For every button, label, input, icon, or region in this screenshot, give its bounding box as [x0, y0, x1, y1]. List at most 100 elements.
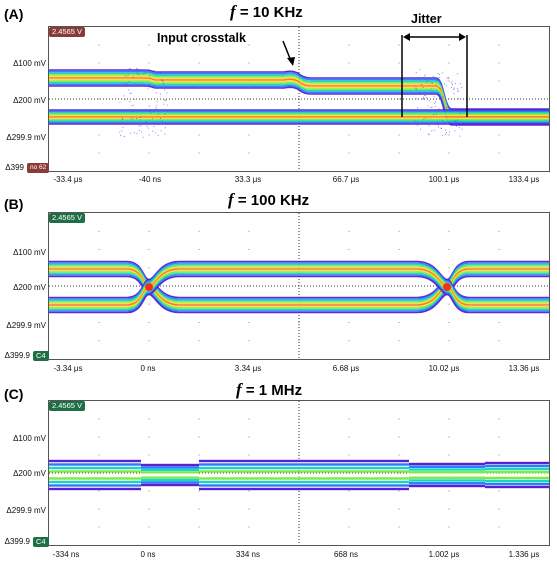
eye-band-stripe — [485, 480, 549, 482]
jitter-sample — [156, 109, 157, 110]
grid-dot — [149, 267, 150, 268]
grid-dot — [499, 63, 500, 64]
grid-dot — [449, 419, 450, 420]
jitter-sample — [439, 77, 440, 78]
arrowhead-left-icon — [403, 33, 410, 41]
jitter-sample — [149, 105, 150, 106]
jitter-sample — [448, 77, 449, 78]
jitter-sample — [455, 123, 456, 124]
panel-title: f = 1 MHz — [236, 380, 302, 400]
frequency-value: = 1 MHz — [246, 382, 302, 399]
jitter-sample — [446, 85, 447, 86]
jitter-sample — [148, 88, 149, 89]
panel-label: (A) — [4, 6, 23, 22]
eye-band-stripe — [409, 468, 485, 470]
jitter-sample — [143, 137, 144, 138]
eye-band-stripe — [485, 477, 549, 479]
jitter-sample — [455, 83, 456, 84]
y-tick-label: Δ399 — [0, 163, 24, 172]
grid-dot — [399, 249, 400, 250]
grid-dot — [399, 419, 400, 420]
grid-dot — [199, 135, 200, 136]
eye-band-stripe — [409, 477, 485, 479]
jitter-sample — [418, 93, 419, 94]
jitter-sample — [139, 130, 140, 131]
jitter-sample — [414, 121, 415, 122]
jitter-sample — [125, 76, 126, 77]
grid-dot — [499, 527, 500, 528]
grid-dot — [149, 509, 150, 510]
jitter-sample — [150, 113, 151, 114]
x-tick-label: 66.7 μs — [333, 175, 359, 184]
jitter-sample — [427, 105, 428, 106]
jitter-sample — [149, 111, 150, 112]
grid-dot — [399, 99, 400, 100]
grid-dot — [199, 455, 200, 456]
jitter-sample — [433, 76, 434, 77]
annotation-jitter: Jitter — [411, 12, 442, 26]
jitter-sample — [122, 127, 123, 128]
grid-dot — [149, 527, 150, 528]
jitter-sample — [165, 133, 166, 134]
grid-dot — [249, 231, 250, 232]
grid-dot — [449, 249, 450, 250]
grid-dot — [349, 419, 350, 420]
jitter-sample — [129, 81, 130, 82]
grid-dot — [99, 419, 100, 420]
grid-dot — [149, 135, 150, 136]
grid-dot — [299, 340, 300, 341]
grid-dot — [449, 267, 450, 268]
x-tick-label: 1.336 μs — [509, 550, 540, 559]
grid-dot — [199, 419, 200, 420]
jitter-sample — [440, 84, 441, 85]
jitter-sample — [129, 101, 130, 102]
grid-dot — [99, 249, 100, 250]
jitter-sample — [427, 80, 428, 81]
y-tick-label: Δ399.9 — [0, 351, 30, 360]
grid-dot — [499, 249, 500, 250]
jitter-sample — [434, 103, 435, 104]
eye-band-stripe — [49, 484, 141, 486]
jitter-sample — [451, 82, 452, 83]
jitter-sample — [125, 124, 126, 125]
jitter-sample — [150, 87, 151, 88]
grid-dot — [99, 231, 100, 232]
grid-dot — [199, 491, 200, 492]
eye-band-stripe — [409, 485, 485, 487]
grid-dot — [99, 340, 100, 341]
jitter-sample — [163, 81, 164, 82]
grid-dot — [399, 455, 400, 456]
grid-dot — [399, 135, 400, 136]
jitter-sample — [155, 107, 156, 108]
grid-dot — [449, 231, 450, 232]
grid-dot — [449, 45, 450, 46]
grid-dot — [499, 135, 500, 136]
grid-dot — [149, 63, 150, 64]
grid-dot — [449, 153, 450, 154]
grid-dot — [349, 135, 350, 136]
eye-band-stripe — [49, 481, 141, 483]
eye-band-stripe — [485, 462, 549, 464]
x-tick-label: 133.4 μs — [509, 175, 540, 184]
y-tick-label: Δ399.9 — [0, 537, 30, 546]
jitter-sample — [134, 132, 135, 133]
jitter-sample — [154, 70, 155, 71]
jitter-sample — [458, 98, 459, 99]
jitter-sample — [149, 85, 150, 86]
grid-dot — [199, 527, 200, 528]
x-tick-label: -33.4 μs — [53, 175, 82, 184]
eye-band-stripe — [141, 481, 199, 483]
eye-band-stripe — [199, 484, 409, 486]
grid-dot — [99, 45, 100, 46]
jitter-sample — [449, 132, 450, 133]
jitter-sample — [462, 129, 463, 130]
jitter-sample — [131, 93, 132, 94]
jitter-sample — [126, 83, 127, 84]
x-tick-label: 668 ns — [334, 550, 358, 559]
eye-band-stripe — [49, 488, 141, 490]
grid-dot — [499, 437, 500, 438]
jitter-sample — [140, 117, 141, 118]
eye-band-stripe — [199, 477, 409, 479]
grid-dot — [499, 45, 500, 46]
jitter-sample — [152, 131, 153, 132]
